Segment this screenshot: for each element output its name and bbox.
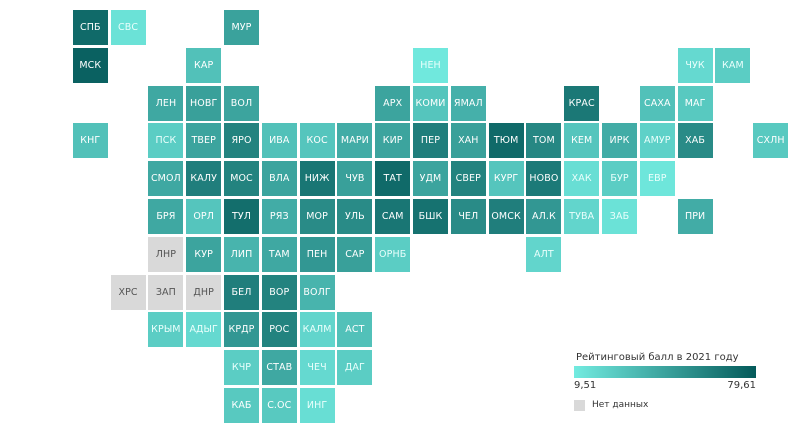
region-tile-арх[interactable]: АРХ — [375, 85, 411, 121]
region-tile-каб[interactable]: КАБ — [224, 388, 259, 423]
region-tile-кчр[interactable]: КЧР — [224, 350, 259, 386]
region-tile-орл[interactable]: ОРЛ — [186, 199, 222, 234]
region-tile-лен[interactable]: ЛЕН — [148, 85, 184, 121]
region-tile-заб[interactable]: ЗАБ — [602, 199, 637, 234]
region-tile-схлн[interactable]: СХЛН — [753, 123, 789, 159]
region-tile-мос[interactable]: МОС — [224, 161, 259, 197]
region-tile-мор[interactable]: МОР — [299, 199, 335, 234]
region-tile-вла[interactable]: ВЛА — [261, 161, 297, 197]
region-tile-бел[interactable]: БЕЛ — [224, 274, 259, 310]
region-tile-днр[interactable]: ДНР — [186, 274, 222, 310]
legend-no-data-swatch — [574, 400, 585, 411]
region-tile-кар[interactable]: КАР — [186, 47, 222, 83]
region-tile-тува[interactable]: ТУВА — [564, 199, 600, 234]
legend-max-label: 79,61 — [727, 380, 756, 391]
region-tile-пск[interactable]: ПСК — [148, 123, 184, 159]
region-tile-крым[interactable]: КРЫМ — [148, 312, 184, 348]
region-tile-вор[interactable]: ВОР — [261, 274, 297, 310]
region-tile-ал-к[interactable]: АЛ.К — [526, 199, 562, 234]
region-tile-рос[interactable]: РОС — [261, 312, 297, 348]
region-tile-свс[interactable]: СВС — [110, 10, 146, 45]
legend-gradient-bar — [574, 366, 756, 378]
region-tile-кур[interactable]: КУР — [186, 236, 222, 272]
region-tile-пен[interactable]: ПЕН — [299, 236, 335, 272]
region-tile-орнб[interactable]: ОРНБ — [375, 236, 411, 272]
region-tile-кам[interactable]: КАМ — [715, 47, 751, 83]
region-tile-там[interactable]: ТАМ — [261, 236, 297, 272]
region-tile-кург[interactable]: КУРГ — [488, 161, 524, 197]
region-tile-калм[interactable]: КАЛМ — [299, 312, 335, 348]
region-tile-удм[interactable]: УДМ — [413, 161, 448, 197]
region-tile-ниж[interactable]: НИЖ — [299, 161, 335, 197]
region-tile-хаб[interactable]: ХАБ — [677, 123, 713, 159]
region-tile-лнр[interactable]: ЛНР — [148, 236, 184, 272]
region-tile-бря[interactable]: БРЯ — [148, 199, 184, 234]
region-tile-чув[interactable]: ЧУВ — [337, 161, 373, 197]
region-tile-став[interactable]: СТАВ — [261, 350, 297, 386]
region-tile-коми[interactable]: КОМИ — [413, 85, 448, 121]
legend-no-data-label: Нет данных — [592, 400, 649, 410]
region-tile-смол[interactable]: СМОЛ — [148, 161, 184, 197]
region-tile-амур[interactable]: АМУР — [639, 123, 675, 159]
region-tile-новг[interactable]: НОВГ — [186, 85, 222, 121]
region-tile-тат[interactable]: ТАТ — [375, 161, 411, 197]
region-tile-пер[interactable]: ПЕР — [413, 123, 448, 159]
region-tile-ряз[interactable]: РЯЗ — [261, 199, 297, 234]
region-tile-хан[interactable]: ХАН — [450, 123, 486, 159]
region-tile-тул[interactable]: ТУЛ — [224, 199, 259, 234]
region-tile-ямал[interactable]: ЯМАЛ — [450, 85, 486, 121]
region-tile-твер[interactable]: ТВЕР — [186, 123, 222, 159]
region-tile-маг[interactable]: МАГ — [677, 85, 713, 121]
region-tile-лип[interactable]: ЛИП — [224, 236, 259, 272]
region-tile-яро[interactable]: ЯРО — [224, 123, 259, 159]
region-tile-кир[interactable]: КИР — [375, 123, 411, 159]
region-tile-саха[interactable]: САХА — [639, 85, 675, 121]
region-tile-волг[interactable]: ВОЛГ — [299, 274, 335, 310]
region-tile-адыг[interactable]: АДЫГ — [186, 312, 222, 348]
region-tile-ива[interactable]: ИВА — [261, 123, 297, 159]
region-tile-свер[interactable]: СВЕР — [450, 161, 486, 197]
region-tile-чук[interactable]: ЧУК — [677, 47, 713, 83]
region-tile-евр[interactable]: ЕВР — [639, 161, 675, 197]
region-tile-даг[interactable]: ДАГ — [337, 350, 373, 386]
region-tile-ново[interactable]: НОВО — [526, 161, 562, 197]
region-tile-зап[interactable]: ЗАП — [148, 274, 184, 310]
region-tile-с-ос[interactable]: С.ОС — [261, 388, 297, 423]
region-tile-мари[interactable]: МАРИ — [337, 123, 373, 159]
region-tile-при[interactable]: ПРИ — [677, 199, 713, 234]
legend-title: Рейтинговый балл в 2021 году — [576, 352, 739, 363]
region-tile-чеч[interactable]: ЧЕЧ — [299, 350, 335, 386]
region-tile-мск[interactable]: МСК — [72, 47, 108, 83]
region-tile-крас[interactable]: КРАС — [564, 85, 600, 121]
region-tile-тюм[interactable]: ТЮМ — [488, 123, 524, 159]
region-tile-нен[interactable]: НЕН — [413, 47, 448, 83]
region-tile-омск[interactable]: ОМСК — [488, 199, 524, 234]
region-tile-бур[interactable]: БУР — [602, 161, 637, 197]
legend: Рейтинговый балл в 2021 году 9,51 79,61 … — [568, 352, 758, 422]
region-tile-чел[interactable]: ЧЕЛ — [450, 199, 486, 234]
legend-min-label: 9,51 — [574, 380, 597, 391]
region-tile-ирк[interactable]: ИРК — [602, 123, 637, 159]
region-tile-вол[interactable]: ВОЛ — [224, 85, 259, 121]
region-tile-хак[interactable]: ХАК — [564, 161, 600, 197]
region-tile-калу[interactable]: КАЛУ — [186, 161, 222, 197]
region-tile-спб[interactable]: СПБ — [72, 10, 108, 45]
region-tile-инг[interactable]: ИНГ — [299, 388, 335, 423]
region-tile-аст[interactable]: АСТ — [337, 312, 373, 348]
region-tile-алт[interactable]: АЛТ — [526, 236, 562, 272]
region-tile-хрс[interactable]: ХРС — [110, 274, 146, 310]
region-tile-бшк[interactable]: БШК — [413, 199, 448, 234]
region-tile-мур[interactable]: МУР — [224, 10, 259, 45]
region-tile-кос[interactable]: КОС — [299, 123, 335, 159]
region-tile-кем[interactable]: КЕМ — [564, 123, 600, 159]
region-tile-крдр[interactable]: КРДР — [224, 312, 259, 348]
region-tile-кнг[interactable]: КНГ — [72, 123, 108, 159]
region-tile-уль[interactable]: УЛЬ — [337, 199, 373, 234]
region-tile-сар[interactable]: САР — [337, 236, 373, 272]
region-tile-сам[interactable]: САМ — [375, 199, 411, 234]
region-tile-том[interactable]: ТОМ — [526, 123, 562, 159]
